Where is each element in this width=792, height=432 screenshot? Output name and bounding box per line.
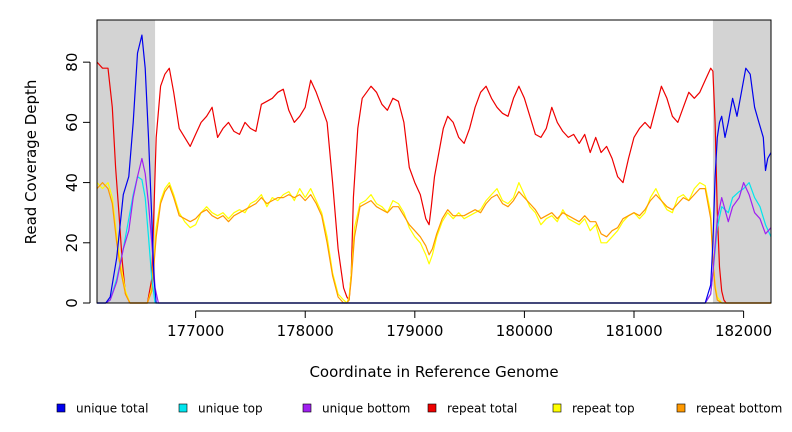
legend-swatch: [302, 403, 312, 413]
y-tick-label: 80: [63, 53, 81, 72]
legend-swatch: [56, 403, 66, 413]
shaded-regions: [97, 20, 771, 303]
x-tick-label: 180000: [496, 322, 553, 340]
legend-swatch: [427, 403, 437, 413]
x-tick-label: 179000: [386, 322, 443, 340]
legend-label: repeat top: [572, 402, 635, 416]
plot-frame: [96, 19, 772, 304]
series-line-repeat-bottom: [96, 182, 771, 304]
shaded-region-1: [97, 20, 156, 303]
legend-item-repeat-bottom: repeat bottom: [676, 402, 782, 416]
y-tick-label: 60: [63, 113, 81, 132]
x-tick-label: 177000: [167, 322, 224, 340]
series-line-unique-top: [97, 176, 772, 304]
legend-label: unique total: [76, 402, 148, 416]
legend: unique total unique top unique bottom repea…: [56, 402, 782, 416]
x-axis-label: Coordinate in Reference Genome: [309, 363, 558, 381]
x-tick-label: 178000: [277, 322, 334, 340]
legend-swatch: [178, 403, 188, 413]
legend-item-unique-bottom: unique bottom: [302, 402, 410, 416]
legend-item-repeat-total: repeat total: [427, 402, 517, 416]
legend-item-unique-top: unique top: [178, 402, 263, 416]
y-axis-label: Read Coverage Depth: [22, 80, 40, 245]
legend-label: repeat total: [447, 402, 517, 416]
y-tick-label: 40: [63, 173, 81, 192]
legend-swatch: [552, 403, 562, 413]
legend-label: unique top: [198, 402, 263, 416]
x-axis: 177000 178000 179000 180000 181000 182000: [167, 310, 772, 340]
series-line-unique-total: [97, 34, 772, 304]
series-line-repeat-total: [96, 61, 771, 304]
legend-label: unique bottom: [322, 402, 410, 416]
legend-label: repeat bottom: [696, 402, 782, 416]
shaded-region-2: [712, 20, 771, 303]
series-lines: [96, 34, 772, 304]
legend-swatch: [676, 403, 686, 413]
y-tick-label: 0: [63, 298, 81, 308]
legend-item-repeat-top: repeat top: [552, 402, 635, 416]
x-tick-label: 182000: [715, 322, 772, 340]
y-axis: 0 20 40 60 80: [63, 53, 91, 308]
y-tick-label: 20: [63, 233, 81, 252]
x-tick-label: 181000: [605, 322, 662, 340]
legend-item-unique-total: unique total: [56, 402, 148, 416]
